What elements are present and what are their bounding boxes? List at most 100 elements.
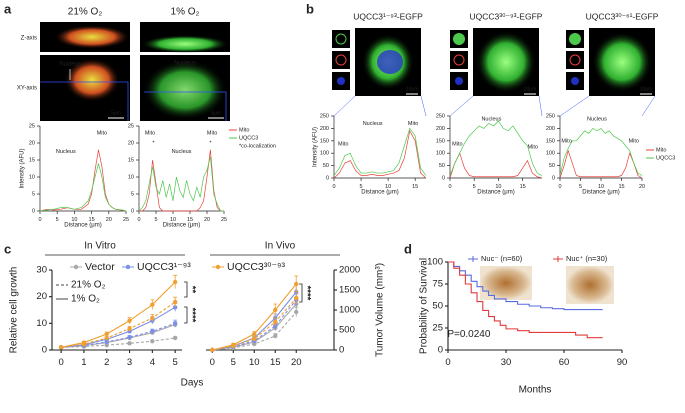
legend-label: Nuc⁺ (n=30) [566, 254, 608, 263]
series-line [61, 324, 176, 348]
x-tick-label: 10 [249, 357, 260, 368]
legend-label: Mito [239, 127, 249, 133]
y-tick-label: 250 [436, 113, 445, 119]
y-tick-label: 30 [36, 265, 47, 276]
construct-title: UQCC3³⁰⁻⁶¹-EGFP [586, 11, 659, 21]
row-label: XY-axis [17, 86, 37, 92]
y-tick-label: 150 [546, 138, 555, 144]
group-header: In Vitro [84, 241, 116, 252]
annotation: Nucleus [363, 121, 383, 127]
zoom-line [449, 95, 474, 117]
zoom-line [641, 95, 656, 117]
legend-label: UQCC3³⁰⁻⁹³ [227, 261, 285, 273]
data-point [127, 318, 132, 323]
y-tick-label: 75 [432, 279, 443, 290]
x-tick-label: 5 [360, 184, 363, 190]
y-tick-label: 20 [36, 291, 47, 302]
data-point [252, 336, 257, 341]
nucleus [377, 50, 403, 74]
annotation: Mito [207, 130, 217, 136]
series-line [448, 261, 603, 339]
legend-label: UQCC3¹⁻⁹³ [137, 261, 191, 273]
y-tick-label: 250 [546, 113, 555, 119]
x-tick-label: 15 [412, 184, 418, 190]
legend-label: Mito [656, 147, 666, 153]
series-line [139, 149, 224, 212]
significance-bracket [184, 306, 188, 324]
annotation: Mito [338, 141, 348, 147]
x-tick-label: 20 [106, 217, 112, 223]
x-tick-label: 20 [639, 184, 645, 190]
data-point [150, 302, 155, 307]
inset [566, 51, 584, 69]
significance-label: **** [186, 308, 197, 323]
inset [332, 51, 350, 69]
y-tick-label: 1000 [339, 305, 360, 316]
series-line [61, 337, 176, 348]
data-point [150, 315, 155, 321]
y-tick-label: 0 [442, 175, 445, 181]
x-tick-label: 15 [187, 217, 193, 223]
x-tick-label: 10 [495, 184, 501, 190]
data-point [294, 281, 299, 287]
annotation: Mito [528, 144, 538, 150]
data-point [58, 345, 64, 350]
data-point [273, 333, 278, 339]
y-tick-label: 100 [436, 151, 445, 157]
y-tick-label: 50 [323, 163, 329, 169]
x-tick-label: 5 [579, 184, 582, 190]
panel-label: a [4, 1, 12, 16]
y-tick-label: 50 [432, 301, 443, 312]
annotation: Mito [561, 138, 571, 144]
y-tick-label: 50 [439, 163, 445, 169]
x-tick-label: 15 [618, 184, 624, 190]
x-axis-label: Distance (μm) [64, 223, 101, 229]
x-tick-label: 0 [210, 357, 215, 368]
x-axis-label: Distance (μm) [361, 190, 398, 196]
scale-bar-label: 10μm [524, 86, 537, 92]
data-point [231, 342, 236, 347]
y-axis-label: Intensity (AFU) [313, 127, 319, 167]
y-tick-label: 5 [32, 191, 35, 197]
y-axis-label: Probability of Survival [419, 258, 430, 354]
annotation: Nucleus [172, 149, 192, 155]
y-tick-label: 10 [29, 174, 35, 180]
inset-signal [453, 54, 465, 66]
series-line [333, 127, 427, 176]
scale-bar-label: 5μm [111, 110, 121, 116]
cell-signal [64, 58, 120, 102]
y-tick-label: 100 [320, 151, 329, 157]
annotation: Nucleus [56, 149, 76, 155]
significance-label: **** [301, 286, 312, 301]
data-point [252, 331, 257, 337]
zoom-line [420, 95, 427, 117]
image-label: Nucleus [59, 62, 81, 68]
x-tick-label: 15 [520, 184, 526, 190]
y-tick-label: 20 [29, 140, 35, 146]
series-line [61, 281, 176, 348]
data-point [81, 340, 87, 345]
scan-line [40, 81, 129, 121]
x-axis-label: Days [181, 378, 204, 389]
series-line [559, 127, 643, 176]
data-point [150, 329, 155, 334]
x-axis-label: Months [519, 385, 552, 396]
x-tick-label: 15 [89, 217, 95, 223]
data-point [210, 347, 215, 353]
inset-signal [335, 54, 347, 66]
significance-bracket [299, 283, 303, 303]
x-tick-label: 25 [123, 217, 129, 223]
x-axis-label: Distance (μm) [163, 223, 200, 229]
y-axis-label: Relative cell growth [9, 267, 20, 354]
x-tick-label: 5 [56, 217, 59, 223]
image-label: Nucleus [174, 61, 196, 67]
scale-bar-label: 5μm [211, 110, 221, 116]
legend-label: UQCC3 [656, 155, 675, 161]
data-point [150, 339, 155, 344]
annotation: Mito [408, 121, 418, 127]
scale-bar-label: 10μm [640, 86, 653, 92]
legend-label: 1% O₂ [71, 294, 100, 305]
x-tick-label: 90 [617, 357, 628, 368]
x-tick-label: 5 [173, 357, 178, 368]
